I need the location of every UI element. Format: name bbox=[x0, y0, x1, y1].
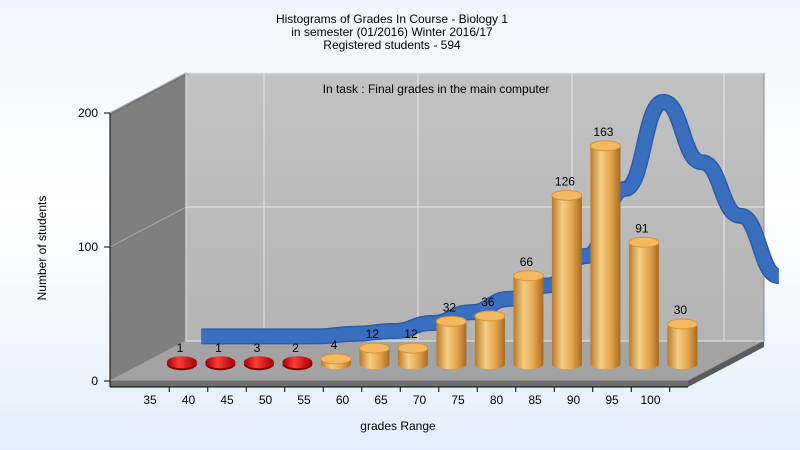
data-label: 1 bbox=[177, 341, 184, 355]
y-tick-label: 0 bbox=[91, 374, 98, 388]
chart-title-line-1: Histograms of Grades In Course - Biology… bbox=[276, 12, 508, 26]
data-label: 12 bbox=[366, 327, 380, 341]
bar-top bbox=[590, 141, 620, 151]
x-tick-label: 100 bbox=[640, 393, 660, 407]
data-label: 91 bbox=[635, 221, 649, 235]
bar-top bbox=[244, 356, 274, 368]
bar bbox=[398, 343, 428, 369]
x-tick-label: 90 bbox=[567, 393, 581, 407]
bar-body bbox=[667, 324, 697, 369]
bar bbox=[205, 356, 235, 370]
bar-top bbox=[205, 356, 235, 368]
bar bbox=[321, 354, 351, 369]
y-axis-ticks: 0 100 200 bbox=[78, 106, 110, 388]
bar-top bbox=[436, 316, 466, 326]
y-tick-label: 200 bbox=[78, 106, 98, 120]
x-tick-label: 55 bbox=[297, 393, 311, 407]
bar bbox=[359, 343, 389, 369]
x-tick-label: 85 bbox=[528, 393, 542, 407]
bar bbox=[244, 356, 274, 370]
data-label: 32 bbox=[443, 300, 457, 314]
bar bbox=[667, 319, 697, 369]
bar-top bbox=[629, 237, 659, 247]
y-axis-title: Number of students bbox=[35, 196, 49, 301]
x-tick-label: 40 bbox=[182, 393, 196, 407]
bar bbox=[629, 237, 659, 369]
x-tick-label: 45 bbox=[220, 393, 234, 407]
bar-body bbox=[629, 242, 659, 369]
bar-top bbox=[359, 343, 389, 353]
bar-top bbox=[513, 271, 543, 281]
bar bbox=[167, 356, 197, 370]
data-label: 126 bbox=[555, 174, 575, 188]
y-tick-label: 100 bbox=[78, 240, 98, 254]
bar bbox=[552, 190, 582, 369]
bar bbox=[590, 141, 620, 369]
data-label: 66 bbox=[520, 255, 534, 269]
data-label: 12 bbox=[404, 327, 418, 341]
chart-title-line-3: Registered students - 594 bbox=[323, 38, 461, 52]
bar-body bbox=[552, 195, 582, 369]
data-label: 36 bbox=[481, 295, 495, 309]
bar-top bbox=[321, 354, 351, 364]
bar-body bbox=[513, 276, 543, 369]
x-axis-ticks: 35 40 45 50 55 60 65 70 75 80 85 90 95 100 bbox=[110, 387, 688, 407]
data-label: 163 bbox=[593, 125, 613, 139]
x-tick-label: 80 bbox=[490, 393, 504, 407]
bar-body bbox=[590, 146, 620, 369]
x-tick-label: 75 bbox=[451, 393, 465, 407]
bar-top bbox=[552, 190, 582, 200]
bar bbox=[436, 316, 466, 369]
bar-top bbox=[167, 356, 197, 368]
chart-title-line-2: in semester (01/2016) Winter 2016/17 bbox=[291, 25, 493, 39]
bar-top bbox=[398, 343, 428, 353]
bar bbox=[282, 356, 312, 370]
data-label: 30 bbox=[674, 303, 688, 317]
bar-body bbox=[436, 321, 466, 369]
bar-top bbox=[667, 319, 697, 329]
x-tick-label: 95 bbox=[605, 393, 619, 407]
floor-front-edge bbox=[110, 381, 688, 387]
chart-subtitle: In task : Final grades in the main compu… bbox=[323, 82, 550, 96]
x-tick-label: 65 bbox=[374, 393, 388, 407]
bar-top bbox=[282, 356, 312, 368]
data-label: 3 bbox=[254, 341, 261, 355]
data-label: 2 bbox=[292, 341, 299, 355]
bar-top bbox=[475, 311, 505, 321]
x-tick-label: 35 bbox=[143, 393, 157, 407]
bar bbox=[475, 311, 505, 369]
x-tick-label: 60 bbox=[336, 393, 350, 407]
data-label: 1 bbox=[215, 341, 222, 355]
x-tick-label: 50 bbox=[259, 393, 273, 407]
x-tick-label: 70 bbox=[413, 393, 427, 407]
data-label: 4 bbox=[331, 338, 338, 352]
x-axis-title: grades Range bbox=[360, 419, 436, 433]
bar-body bbox=[475, 316, 505, 369]
bar bbox=[513, 271, 543, 369]
